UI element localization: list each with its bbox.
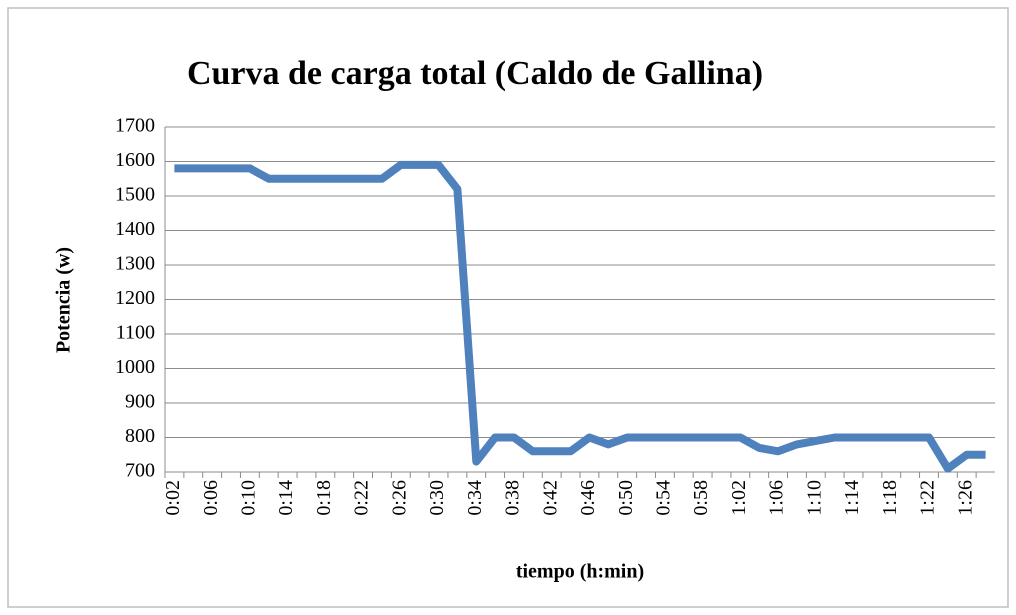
x-tick-label: 0:54 <box>652 480 674 516</box>
y-axis-title: Potencia (w) <box>53 247 75 353</box>
x-tick-label: 0:06 <box>200 480 222 516</box>
x-tick-label: 0:30 <box>426 480 448 516</box>
x-tick-label: 1:10 <box>803 480 825 516</box>
x-tick-label: 0:10 <box>237 480 259 516</box>
x-tick-label: 1:22 <box>917 480 939 516</box>
y-tick-label: 700 <box>125 460 155 482</box>
y-tick-label: 900 <box>125 391 155 413</box>
x-tick-label: 0:58 <box>690 480 712 516</box>
x-tick-label: 0:18 <box>313 480 335 516</box>
x-tick-label: 0:38 <box>502 480 524 516</box>
y-tick-label: 1600 <box>115 149 155 171</box>
x-tick-label: 0:42 <box>539 480 561 516</box>
x-tick-label: 1:14 <box>841 480 863 516</box>
chart-border <box>7 7 1009 608</box>
x-tick-label: 1:18 <box>879 480 901 516</box>
y-tick-label: 1500 <box>115 184 155 206</box>
x-tick-label: 0:22 <box>351 480 373 516</box>
x-tick-label: 0:50 <box>615 480 637 516</box>
y-tick-label: 1700 <box>115 115 155 137</box>
data-line <box>174 160 986 473</box>
x-tick-label: 0:14 <box>275 480 297 516</box>
y-tick-label: 1300 <box>115 253 155 275</box>
y-tick-label: 1400 <box>115 218 155 240</box>
chart-title: Curva de carga total (Caldo de Gallina) <box>187 55 763 92</box>
x-tick-label: 0:26 <box>388 480 410 516</box>
y-tick-label: 1000 <box>115 356 155 378</box>
x-tick-label: 1:06 <box>766 480 788 516</box>
x-tick-label: 0:46 <box>577 480 599 516</box>
y-tick-label: 800 <box>125 425 155 447</box>
x-tick-label: 1:26 <box>954 480 976 516</box>
x-tick-label: 0:34 <box>464 480 486 516</box>
x-axis-title: tiempo (h:min) <box>516 561 644 583</box>
x-tick-label: 1:02 <box>728 480 750 516</box>
y-tick-label: 1100 <box>116 322 155 344</box>
x-tick-label: 0:02 <box>162 480 184 516</box>
y-tick-label: 1200 <box>115 287 155 309</box>
